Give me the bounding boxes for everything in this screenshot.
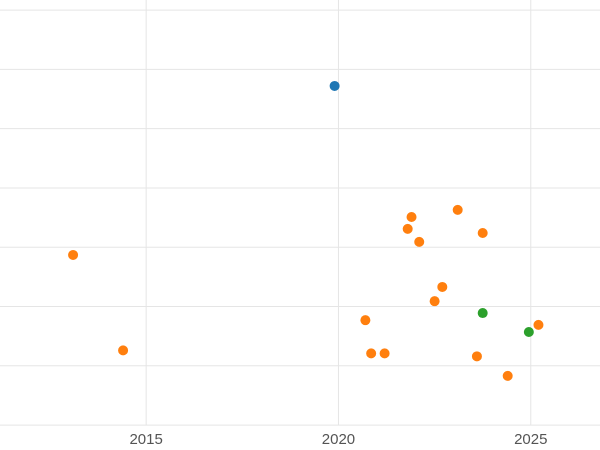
data-point-orange-series[interactable] xyxy=(68,249,79,260)
data-point-orange-series[interactable] xyxy=(477,228,488,239)
data-point-blue-series[interactable] xyxy=(329,80,340,91)
data-point-green-series[interactable] xyxy=(477,308,488,319)
data-point-orange-series[interactable] xyxy=(379,348,390,359)
data-point-orange-series[interactable] xyxy=(402,223,413,234)
data-point-green-series[interactable] xyxy=(523,327,534,338)
data-point-orange-series[interactable] xyxy=(452,204,463,215)
data-point-orange-series[interactable] xyxy=(118,345,129,356)
data-point-orange-series[interactable] xyxy=(471,351,482,362)
x-tick-label: 2025 xyxy=(514,431,547,448)
data-point-orange-series[interactable] xyxy=(429,296,440,307)
data-point-orange-series[interactable] xyxy=(533,319,544,330)
data-point-orange-series[interactable] xyxy=(437,281,448,292)
x-tick-label: 2020 xyxy=(322,431,355,448)
data-point-orange-series[interactable] xyxy=(414,236,425,247)
data-point-orange-series[interactable] xyxy=(406,211,417,222)
data-point-orange-series[interactable] xyxy=(502,370,513,381)
data-point-orange-series[interactable] xyxy=(366,348,377,359)
x-tick-label: 2015 xyxy=(129,431,162,448)
data-point-orange-series[interactable] xyxy=(360,315,371,326)
